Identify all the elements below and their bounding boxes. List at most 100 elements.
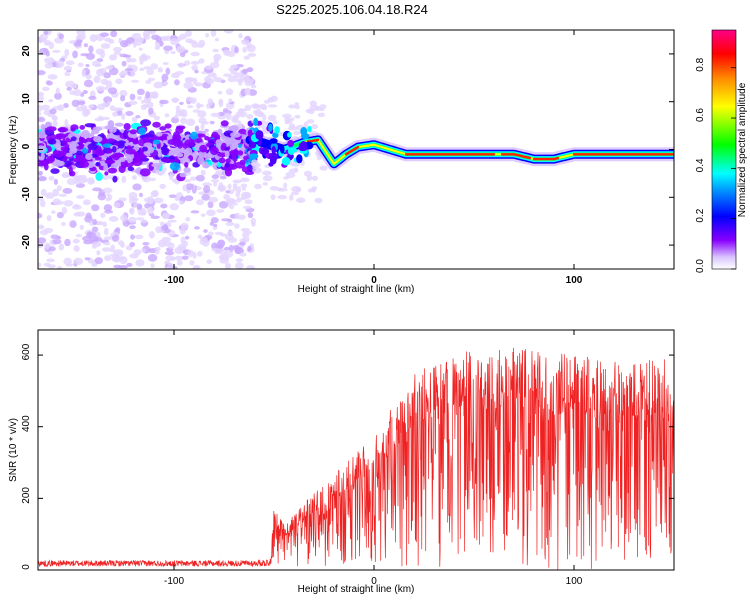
heatmap-cell <box>140 104 147 111</box>
heatmap-cell <box>99 32 110 37</box>
heatmap-cell <box>195 133 206 138</box>
heatmap-cell <box>78 100 86 105</box>
heatmap-cell <box>190 60 200 65</box>
colorbar-ticks: 0.0 0.2 0.4 0.6 0.8 <box>695 57 736 273</box>
heatmap-cell <box>38 262 42 268</box>
heatmap-cell <box>200 123 205 131</box>
heatmap-cell <box>202 121 209 125</box>
heatmap-cell <box>38 170 43 176</box>
heatmap-cell <box>200 169 206 176</box>
heatmap-cell <box>139 67 145 72</box>
heatmap-cell <box>246 67 254 72</box>
heatmap-cell <box>71 99 80 108</box>
heatmap-cell <box>78 136 86 142</box>
heatmap-cell <box>166 135 173 141</box>
heatmap-cell <box>49 108 57 115</box>
heatmap-cell <box>129 225 136 230</box>
heatmap-cell <box>209 120 215 125</box>
heatmap-cell <box>48 41 55 50</box>
heatmap-cell <box>121 60 127 67</box>
heatmap-cell <box>224 246 231 251</box>
heatmap-cell <box>81 69 87 78</box>
heatmap-cell <box>240 228 251 232</box>
heatmap-cell <box>84 257 91 261</box>
heatmap-cell <box>147 77 156 82</box>
heatmap-cell <box>94 257 103 265</box>
heatmap-cell <box>229 143 236 151</box>
heatmap-cell <box>162 81 169 86</box>
heatmap-cell <box>110 127 117 133</box>
heatmap-cell <box>131 175 137 180</box>
heatmap-cell <box>237 186 242 194</box>
heatmap-cell <box>294 114 301 119</box>
heatmap-cell <box>109 54 118 61</box>
heatmap-cell <box>143 197 151 203</box>
heatmap-cell <box>186 105 194 109</box>
heatmap-cell <box>159 99 169 105</box>
heatmap-cell <box>234 46 239 54</box>
heatmap-cell <box>120 214 128 222</box>
heatmap-cell <box>174 197 181 202</box>
heatmap-cell <box>50 168 60 174</box>
heatmap-cell <box>105 197 111 202</box>
y-tick-label: 200 <box>21 487 32 504</box>
heatmap-cell <box>38 117 46 123</box>
heatmap-cell <box>225 113 232 120</box>
heatmap-cell <box>213 181 218 187</box>
heatmap-cell <box>227 237 238 243</box>
heatmap-cell <box>218 157 226 164</box>
heatmap-cell <box>260 147 270 156</box>
heatmap-cell <box>56 185 63 192</box>
heatmap-cell <box>92 218 97 225</box>
heatmap-cell <box>254 111 265 117</box>
heatmap-cell <box>60 146 69 152</box>
heatmap-cell <box>177 243 187 252</box>
heatmap-cell <box>148 231 155 239</box>
heatmap-cell <box>196 44 204 48</box>
heatmap-cell <box>48 175 55 181</box>
colorbar-tick-label: 0.0 <box>695 259 706 273</box>
heatmap-cell <box>64 119 69 127</box>
heatmap-cell <box>155 131 163 137</box>
heatmap-cell <box>225 222 235 226</box>
heatmap-cell <box>103 204 113 212</box>
heatmap-cell <box>244 199 253 205</box>
y-tick-label: 0 <box>21 143 32 149</box>
colorbar-tick-label: 0.4 <box>695 158 706 172</box>
heatmap-cell <box>278 132 284 136</box>
heatmap-cell <box>62 187 73 194</box>
heatmap-cell <box>43 31 49 35</box>
heatmap-cell <box>113 160 123 167</box>
heatmap-cell <box>146 68 154 76</box>
heatmap-cell <box>289 194 294 201</box>
heatmap-cell <box>296 197 306 203</box>
heatmap-cell <box>39 229 49 236</box>
heatmap-cell <box>151 92 158 99</box>
y-tick-label: 400 <box>21 415 32 432</box>
heatmap-cell <box>120 243 125 248</box>
heatmap-cell <box>95 48 105 55</box>
heatmap-cell <box>70 136 77 142</box>
heatmap-cell <box>61 221 66 227</box>
heatmap-cell <box>130 79 140 83</box>
heatmap-cell <box>92 187 102 192</box>
heatmap-cell <box>140 119 152 127</box>
heatmap-cell <box>227 230 234 236</box>
heatmap-cell <box>213 77 223 83</box>
heatmap-cell <box>73 257 84 266</box>
heatmap-cell <box>47 74 58 80</box>
heatmap-cell <box>307 125 312 133</box>
heatmap-cell <box>93 135 103 143</box>
heatmap-cell <box>251 104 262 110</box>
heatmap-cell <box>244 79 253 87</box>
heatmap-cell <box>290 191 300 196</box>
heatmap-cell <box>145 80 152 84</box>
y-tick-label: 20 <box>21 45 32 57</box>
colorbar: 0.0 0.2 0.4 0.6 0.8 Normalized spectral ampl… <box>695 29 748 273</box>
heatmap-cell <box>136 88 145 96</box>
heatmap-cell <box>282 113 292 119</box>
heatmap-cell <box>38 175 47 182</box>
heatmap-cell <box>207 160 213 166</box>
heatmap-cell <box>311 175 318 181</box>
